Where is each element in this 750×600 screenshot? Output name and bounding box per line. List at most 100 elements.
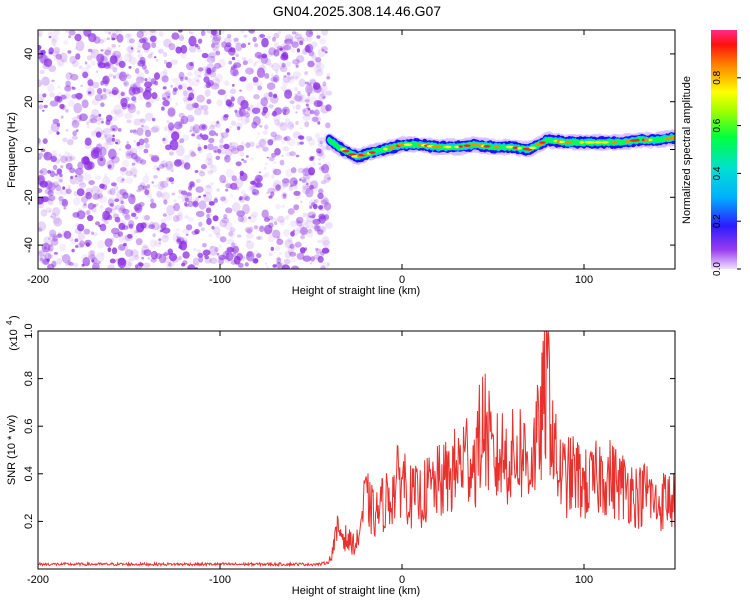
noise-point xyxy=(208,233,213,238)
noise-point xyxy=(121,160,130,168)
noise-point xyxy=(84,61,88,65)
noise-point xyxy=(136,30,144,39)
noise-point xyxy=(316,87,325,96)
noise-point xyxy=(227,102,235,108)
noise-point xyxy=(87,79,94,87)
noise-point xyxy=(203,109,209,116)
noise-point xyxy=(281,178,290,184)
noise-point xyxy=(67,185,71,189)
noise-point xyxy=(154,96,161,102)
noise-point xyxy=(68,30,76,36)
noise-point xyxy=(175,248,178,251)
noise-point xyxy=(162,86,166,90)
noise-point xyxy=(306,182,309,186)
noise-point xyxy=(297,37,305,45)
noise-point xyxy=(285,215,290,221)
noise-point xyxy=(219,195,227,203)
noise-point xyxy=(315,57,322,63)
noise-point xyxy=(76,181,79,185)
ridge-hotspot xyxy=(342,149,350,153)
noise-point xyxy=(75,245,79,248)
noise-point xyxy=(253,225,258,230)
ridge-hotspot xyxy=(587,141,596,144)
noise-point xyxy=(89,114,95,120)
noise-point xyxy=(249,141,255,148)
noise-point xyxy=(83,30,92,37)
noise-point xyxy=(223,114,229,118)
noise-point xyxy=(171,181,174,185)
noise-point xyxy=(86,262,91,267)
noise-point xyxy=(302,183,310,190)
noise-point xyxy=(132,129,137,133)
noise-point xyxy=(310,256,315,262)
noise-point xyxy=(302,93,306,97)
noise-point xyxy=(206,63,215,74)
noise-point xyxy=(318,151,322,154)
noise-point xyxy=(104,30,110,35)
noise-point xyxy=(213,198,218,203)
noise-point xyxy=(71,86,76,90)
noise-point xyxy=(71,94,78,99)
noise-point xyxy=(231,175,237,182)
noise-point xyxy=(80,84,83,88)
noise-point xyxy=(248,30,255,34)
noise-point xyxy=(299,127,303,130)
noise-point xyxy=(113,185,119,191)
noise-point xyxy=(78,179,85,186)
noise-point xyxy=(87,91,92,95)
noise-point xyxy=(135,235,138,239)
noise-point xyxy=(60,165,64,169)
ridge-hotspot xyxy=(433,145,442,149)
noise-point xyxy=(197,249,201,253)
noise-point xyxy=(226,238,234,245)
noise-point xyxy=(309,262,313,265)
noise-point xyxy=(248,110,251,114)
noise-point xyxy=(187,71,193,77)
noise-point xyxy=(209,71,217,78)
noise-point xyxy=(187,88,196,98)
noise-point xyxy=(163,249,172,260)
noise-point xyxy=(256,236,261,240)
noise-point xyxy=(134,216,139,220)
noise-point xyxy=(105,217,109,221)
noise-point xyxy=(118,148,122,151)
noise-point xyxy=(268,252,273,257)
noise-point xyxy=(143,137,149,144)
noise-point xyxy=(97,155,106,167)
noise-point xyxy=(144,78,148,82)
noise-point xyxy=(315,247,319,251)
noise-point xyxy=(210,55,216,63)
noise-point xyxy=(136,110,140,115)
noise-point xyxy=(185,203,190,208)
noise-point xyxy=(307,228,312,234)
noise-point xyxy=(275,69,279,73)
noise-point xyxy=(264,262,268,265)
noise-point xyxy=(71,120,77,126)
noise-point xyxy=(321,46,328,52)
noise-point xyxy=(160,180,169,188)
noise-point xyxy=(38,79,42,88)
noise-point xyxy=(59,52,68,63)
noise-point xyxy=(107,196,115,206)
noise-point xyxy=(38,138,42,145)
noise-point xyxy=(214,246,219,253)
noise-point xyxy=(189,81,194,87)
noise-point xyxy=(85,191,92,200)
noise-point xyxy=(213,33,217,37)
noise-point xyxy=(162,213,167,217)
noise-point xyxy=(232,69,239,77)
noise-point xyxy=(280,46,285,50)
noise-point xyxy=(317,229,324,235)
noise-point xyxy=(294,242,302,248)
noise-point xyxy=(69,72,72,75)
noise-point xyxy=(327,177,331,181)
noise-point xyxy=(109,62,113,66)
noise-point xyxy=(263,217,271,222)
noise-point xyxy=(224,98,228,102)
top-x-tick-label: -200 xyxy=(27,274,49,286)
noise-point xyxy=(199,123,208,131)
noise-point xyxy=(325,222,333,229)
noise-point xyxy=(177,211,183,217)
noise-point xyxy=(118,207,127,214)
